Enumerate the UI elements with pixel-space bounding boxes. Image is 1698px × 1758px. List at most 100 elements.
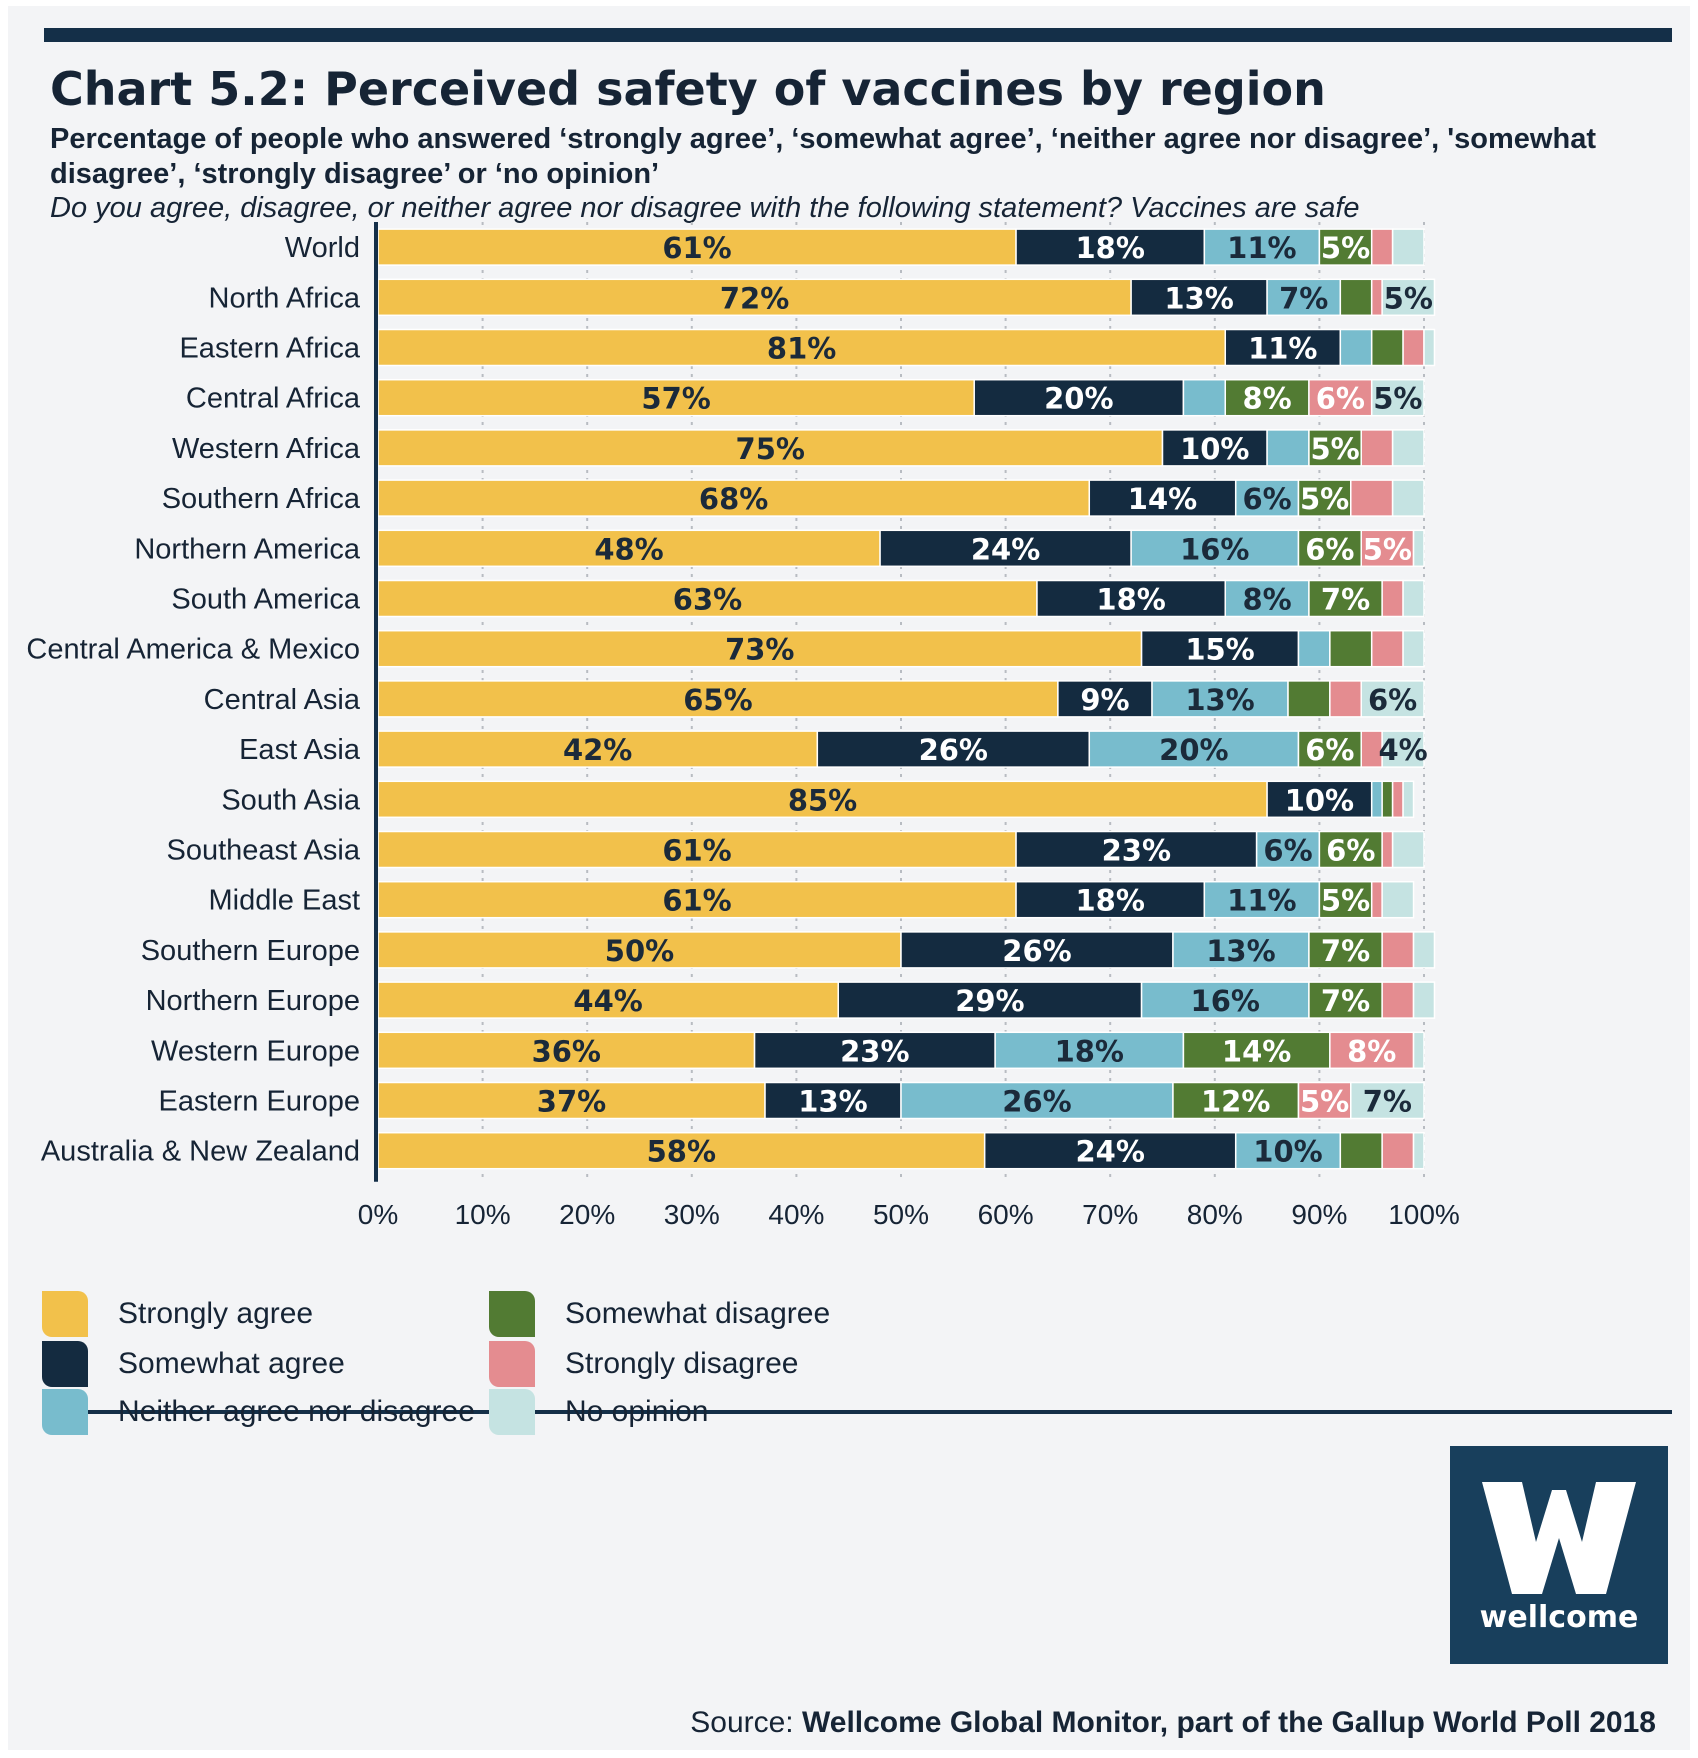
data-label: 12% (1201, 1085, 1270, 1119)
bar-segment (1224, 579, 1310, 618)
category-label: South Asia (221, 784, 361, 816)
data-label: 5% (1321, 231, 1370, 265)
top-rule (44, 28, 1672, 42)
data-label: 11% (1227, 884, 1296, 918)
category-label: Eastern Europe (158, 1086, 360, 1118)
legend-label: Neither agree nor disagree (118, 1395, 475, 1428)
bar-segment (377, 1131, 986, 1170)
bar-segment (377, 931, 902, 969)
data-label: 42% (563, 733, 632, 767)
data-label: 10% (1180, 432, 1249, 466)
data-label: 10% (1285, 783, 1354, 817)
bar-segment (1297, 1081, 1352, 1120)
data-label: 18% (1075, 231, 1144, 265)
data-label: 11% (1227, 231, 1296, 265)
tick-label: 90% (1291, 1199, 1347, 1230)
bar-segment (1151, 680, 1289, 718)
bar-segment (1402, 780, 1415, 819)
bar-segment (1402, 629, 1425, 668)
data-label: 63% (673, 583, 742, 617)
bar-segment (1234, 479, 1300, 517)
bar-segment (1088, 479, 1237, 517)
data-label: 6% (1305, 532, 1354, 566)
bar-segment (1329, 629, 1373, 668)
data-label: 37% (537, 1085, 606, 1119)
bar-segment (1318, 880, 1373, 919)
data-label: 65% (683, 683, 752, 717)
category-label: Southern Europe (141, 935, 360, 967)
data-label: 7% (1321, 583, 1370, 617)
bar-segment (1318, 830, 1383, 869)
bar-segment (1423, 328, 1436, 367)
data-label: 8% (1347, 1034, 1396, 1068)
legend-item: Strongly disagree (489, 1340, 798, 1388)
data-label: 6% (1242, 482, 1291, 516)
source-prefix: Source: (690, 1706, 794, 1739)
legend-label: Somewhat disagree (565, 1297, 831, 1330)
bar-segment (1234, 1131, 1342, 1170)
legend-label: Somewhat agree (118, 1347, 345, 1380)
source-name: Wellcome Global Monitor, part of the Gal… (801, 1706, 1656, 1739)
stacked-bar-chart: 61% 18% 11% 5%72% 13% 7% 5%81% 11%57% 20% 8% 6% 5%7… (26, 222, 1460, 1230)
data-label: 5% (1363, 532, 1412, 566)
bar-segment (1350, 1081, 1425, 1120)
legend-swatch (489, 1341, 535, 1387)
data-label: 58% (647, 1135, 716, 1169)
category-label: Central Africa (186, 383, 361, 415)
data-label: 5% (1373, 382, 1422, 416)
data-label: 16% (1191, 984, 1260, 1018)
bar-segment (1360, 680, 1425, 718)
data-label: 8% (1242, 382, 1291, 416)
bar-segment (1412, 529, 1425, 568)
data-label: 7% (1321, 984, 1370, 1018)
category-label: Middle East (208, 885, 360, 917)
category-label: World (285, 232, 360, 264)
tick-label: 100% (1388, 1199, 1460, 1230)
chart-subtitle: Percentage of people who answered ‘stron… (50, 123, 1596, 190)
data-label: 61% (662, 231, 731, 265)
bar-segment (1015, 830, 1258, 869)
bar-segment (377, 429, 1164, 467)
legend-swatch (489, 1389, 535, 1435)
data-label: 61% (662, 834, 731, 868)
bar-segment (1308, 981, 1383, 1019)
bar-segment (1297, 479, 1352, 517)
bar-segment (377, 629, 1143, 668)
data-label: 36% (532, 1034, 601, 1068)
category-label: South America (171, 584, 360, 616)
data-label: 10% (1253, 1135, 1322, 1169)
tick-label: 30% (664, 1199, 720, 1230)
tick-label: 10% (455, 1199, 511, 1230)
tick-label: 80% (1187, 1199, 1243, 1230)
data-label: 20% (1044, 382, 1113, 416)
data-label: 75% (736, 432, 805, 466)
category-label: East Asia (239, 734, 361, 766)
bar-segment (1381, 981, 1415, 1019)
data-label: 6% (1326, 834, 1375, 868)
bar-segment (1172, 931, 1310, 969)
bar-segment (1140, 981, 1310, 1019)
legend-item: Somewhat disagree (489, 1290, 830, 1338)
bar-segment (753, 1031, 996, 1070)
logo-wordmark: wellcome (1479, 1600, 1639, 1635)
source-note: Source: Wellcome Global Monitor, part of… (690, 1706, 1656, 1740)
data-label: 29% (955, 984, 1024, 1018)
bar-segment (1224, 378, 1310, 417)
tick-label: 0% (358, 1199, 398, 1230)
bar-segment (1412, 981, 1436, 1019)
bar-segment (1412, 931, 1436, 969)
bar-segment (879, 529, 1132, 568)
data-label: 4% (1378, 733, 1427, 767)
data-label: 26% (1002, 1085, 1071, 1119)
legend-swatch (42, 1389, 88, 1435)
category-label: Eastern Africa (179, 333, 360, 365)
bar-segment (1370, 780, 1383, 819)
data-label: 18% (1096, 583, 1165, 617)
data-label: 85% (788, 783, 857, 817)
bar-segment (764, 1081, 902, 1120)
data-label: 14% (1222, 1034, 1291, 1068)
data-label: 24% (1075, 1135, 1144, 1169)
category-label: Western Africa (172, 433, 361, 465)
bar-segment (377, 830, 1017, 869)
data-label: 6% (1263, 834, 1312, 868)
